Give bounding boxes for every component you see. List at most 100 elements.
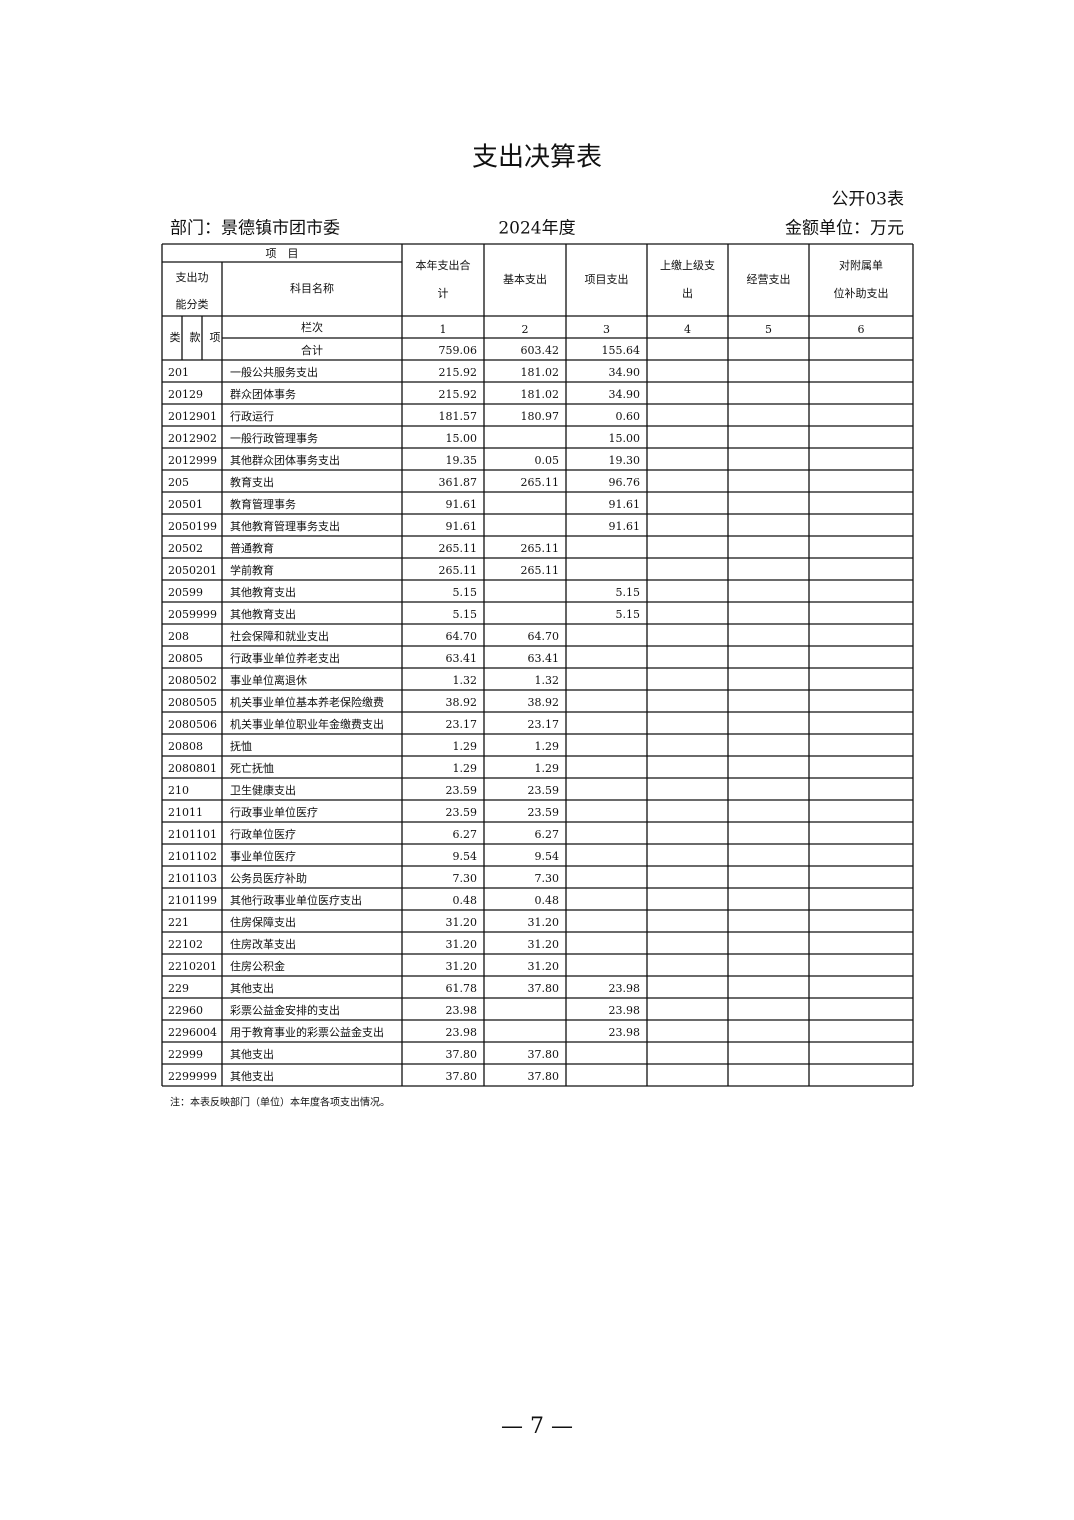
cell-value: 1.29 <box>535 740 560 753</box>
cell-value: 1.29 <box>453 762 478 775</box>
row-code: 2080506 <box>168 718 217 731</box>
cell-value: 181.57 <box>439 410 478 423</box>
form-no: 公开03表 <box>831 190 904 210</box>
row-code: 2080505 <box>168 696 217 709</box>
cell-value: 759.06 <box>439 344 478 357</box>
cell-value: 64.70 <box>446 630 478 643</box>
cell-value: 61.78 <box>446 982 478 995</box>
header-xiang: 项 <box>210 331 221 344</box>
row-code: 20129 <box>168 388 203 401</box>
header-item: 项 目 <box>266 247 299 260</box>
cell-value: 63.41 <box>528 652 560 665</box>
row-code: 22102 <box>168 938 203 951</box>
row-name: 行政运行 <box>230 409 274 423</box>
row-code: 2012999 <box>168 454 217 467</box>
header-col-no-label: 栏次 <box>301 320 323 334</box>
cell-value: 1.29 <box>453 740 478 753</box>
cell-value: 31.20 <box>446 916 478 929</box>
title: 支出决算表 <box>472 143 602 173</box>
row-code: 2101101 <box>168 828 217 841</box>
year: 2024年度 <box>498 219 575 239</box>
header-lei: 类 <box>170 330 181 344</box>
row-name: 其他群众团体事务支出 <box>230 453 340 467</box>
cell-value: 23.59 <box>446 806 478 819</box>
row-name: 学前教育 <box>230 563 274 577</box>
row-name: 机关事业单位职业年金缴费支出 <box>230 717 384 731</box>
row-name: 彩票公益金安排的支出 <box>230 1003 340 1017</box>
header-column: 计 <box>438 287 449 300</box>
cell-value: 0.48 <box>535 894 560 907</box>
header-column: 上缴上级支 <box>660 258 715 272</box>
cell-value: 5.15 <box>616 586 641 599</box>
row-name: 机关事业单位基本养老保险缴费 <box>230 695 384 709</box>
cell-value: 5.15 <box>453 608 478 621</box>
header-kuan: 款 <box>190 330 201 344</box>
cell-value: 265.11 <box>521 476 560 489</box>
note: 注：本表反映部门（单位）本年度各项支出情况。 <box>170 1096 390 1109</box>
row-code: 20808 <box>168 740 203 753</box>
header-column: 项目支出 <box>585 272 629 286</box>
header-subject-name: 科目名称 <box>290 281 334 295</box>
row-name: 教育管理事务 <box>230 497 296 511</box>
cell-value: 181.02 <box>521 366 560 379</box>
cell-value: 361.87 <box>439 476 478 489</box>
column-number: 1 <box>440 323 447 336</box>
row-name: 一般行政管理事务 <box>230 431 318 445</box>
cell-value: 9.54 <box>453 850 478 863</box>
cell-value: 1.32 <box>453 674 478 687</box>
row-name: 其他支出 <box>230 1047 274 1061</box>
unit: 金额单位：万元 <box>785 219 904 239</box>
cell-value: 38.92 <box>528 696 560 709</box>
cell-value: 96.76 <box>609 476 641 489</box>
cell-value: 19.35 <box>446 454 478 467</box>
cell-value: 215.92 <box>439 388 478 401</box>
row-code: 210 <box>168 784 189 797</box>
cell-value: 265.11 <box>439 564 478 577</box>
row-name: 群众团体事务 <box>230 387 296 401</box>
cell-value: 23.98 <box>609 1026 641 1039</box>
row-code: 22999 <box>168 1048 203 1061</box>
header-column: 经营支出 <box>747 272 791 286</box>
row-code: 2050201 <box>168 564 217 577</box>
column-number: 5 <box>765 323 772 336</box>
row-code: 2080502 <box>168 674 217 687</box>
row-code: 2296004 <box>168 1026 217 1039</box>
row-code: 2050199 <box>168 520 217 533</box>
row-name: 卫生健康支出 <box>230 783 296 797</box>
cell-value: 23.59 <box>528 784 560 797</box>
row-code: 2012901 <box>168 410 217 423</box>
row-code: 20599 <box>168 586 203 599</box>
row-code: 229 <box>168 982 189 995</box>
row-code: 20501 <box>168 498 203 511</box>
header-function-class: 支出功 <box>176 270 209 284</box>
cell-value: 181.02 <box>521 388 560 401</box>
cell-value: 38.92 <box>446 696 478 709</box>
row-code: 22960 <box>168 1004 203 1017</box>
cell-value: 9.54 <box>535 850 560 863</box>
cell-value: 91.61 <box>446 498 478 511</box>
cell-value: 23.59 <box>446 784 478 797</box>
row-code: 208 <box>168 630 189 643</box>
cell-value: 5.15 <box>453 586 478 599</box>
cell-value: 31.20 <box>446 960 478 973</box>
row-name: 其他教育支出 <box>230 607 296 621</box>
row-name: 事业单位医疗 <box>230 849 296 863</box>
cell-value: 19.30 <box>609 454 641 467</box>
cell-value: 31.20 <box>528 916 560 929</box>
row-name: 教育支出 <box>230 475 274 489</box>
cell-value: 23.98 <box>609 1004 641 1017</box>
cell-value: 91.61 <box>446 520 478 533</box>
row-name: 一般公共服务支出 <box>230 365 318 379</box>
row-name: 行政事业单位养老支出 <box>230 651 340 665</box>
header-column: 本年支出合 <box>416 258 471 272</box>
row-name: 住房公积金 <box>230 959 285 973</box>
row-code: 2059999 <box>168 608 217 621</box>
cell-value: 1.32 <box>535 674 560 687</box>
cell-value: 0.48 <box>453 894 478 907</box>
header-column: 对附属单 <box>839 258 883 272</box>
cell-value: 23.17 <box>446 718 478 731</box>
row-code: 2101199 <box>168 894 217 907</box>
cell-value: 37.80 <box>528 1070 560 1083</box>
row-code: 21011 <box>168 806 203 819</box>
